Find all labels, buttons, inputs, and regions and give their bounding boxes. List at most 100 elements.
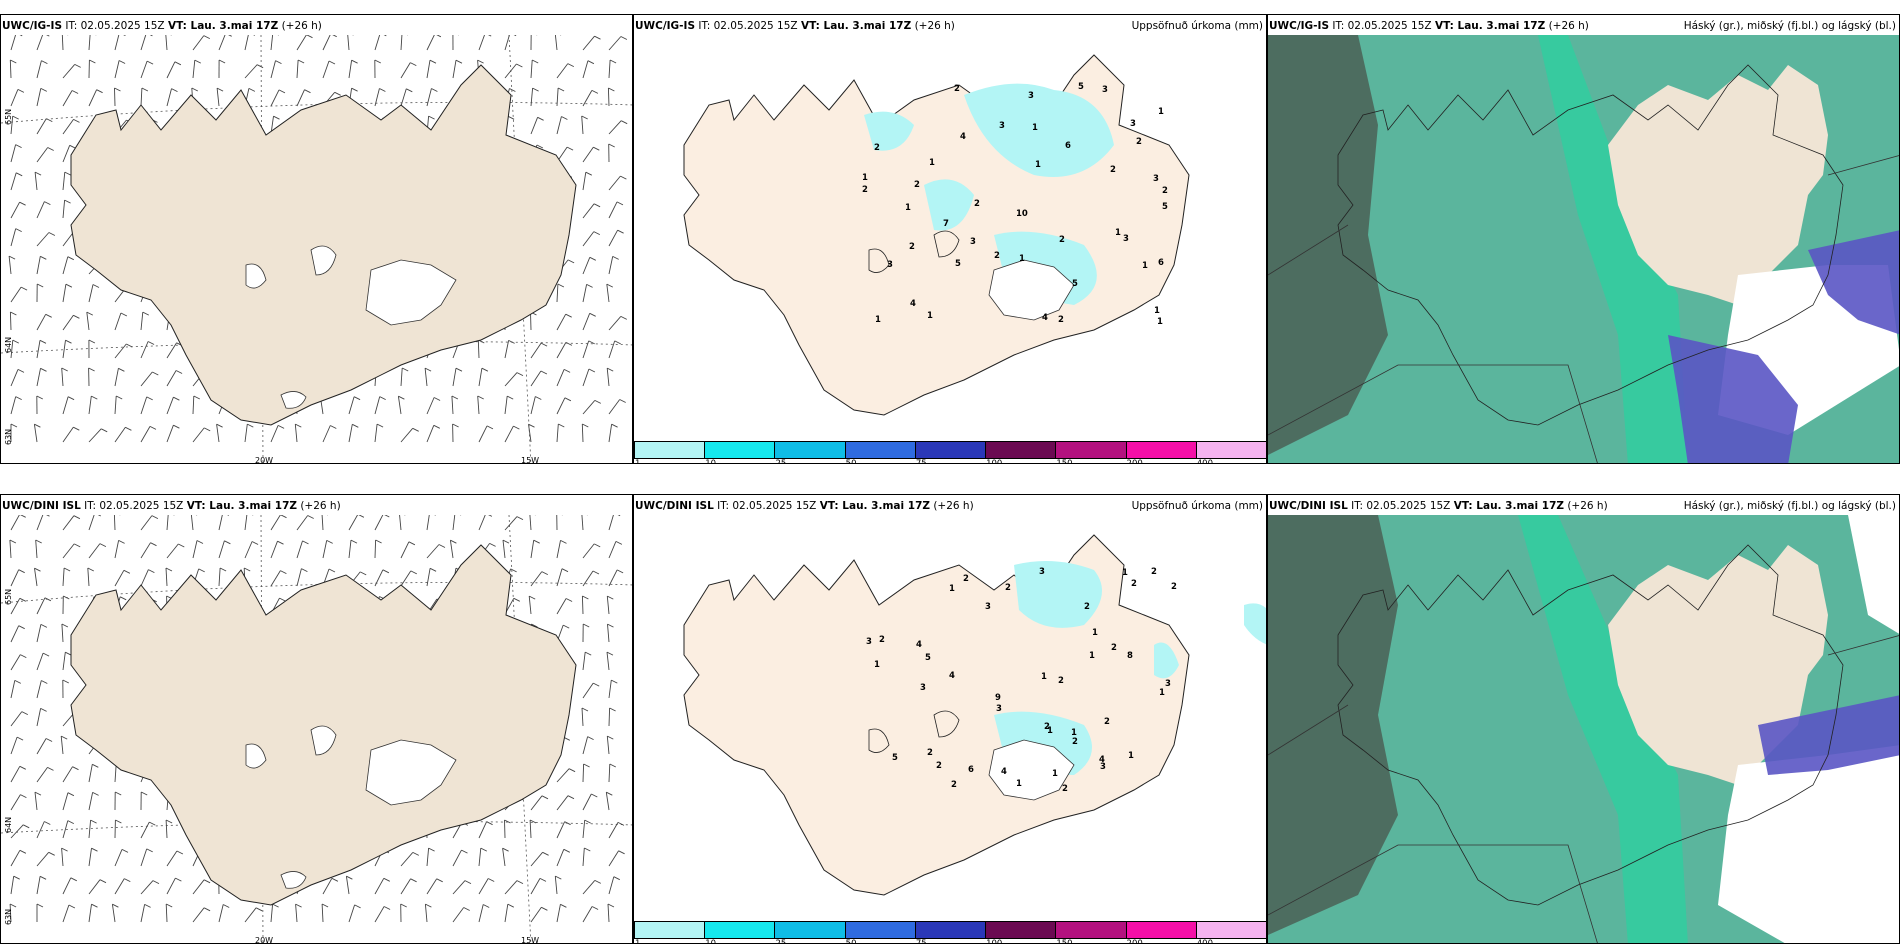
wind-barb — [478, 515, 486, 531]
wind-barb — [62, 256, 69, 275]
wind-barb-flag — [507, 115, 515, 120]
wind-barb — [608, 120, 622, 135]
wind-barb — [582, 763, 585, 783]
wind-barb-flag — [277, 540, 284, 545]
wind-barb — [88, 515, 95, 531]
wind-barb-flag — [40, 707, 47, 712]
wind-barb — [582, 284, 588, 303]
wind-barb — [35, 539, 38, 559]
wind-barb-flag — [489, 542, 496, 547]
wind-barb — [10, 736, 18, 755]
wind-panel-row2: UWC/DINI ISL IT: 02.05.2025 15Z VT: Lau.… — [0, 494, 633, 944]
colorbar-tick: 10 — [705, 459, 717, 464]
wind-barb — [88, 543, 101, 559]
wind-barb — [502, 540, 506, 559]
wind-barb — [114, 427, 126, 443]
wind-barb-flag — [123, 569, 131, 574]
wind-barb — [87, 567, 90, 587]
wind-barb-flag — [144, 903, 151, 908]
wind-barb-flag — [272, 903, 279, 908]
wind-barb-flag — [21, 711, 29, 716]
wind-barb — [140, 312, 144, 331]
wind-barb — [88, 764, 93, 783]
wind-barb-flag — [609, 59, 617, 64]
wind-barb — [114, 87, 116, 107]
wind-barb — [426, 60, 431, 79]
wind-barb-flag — [72, 766, 79, 771]
wind-barb — [62, 90, 73, 107]
wind-barb-flag — [203, 427, 211, 432]
wind-barb-flag — [617, 229, 624, 234]
wind-barb — [61, 623, 64, 643]
wind-barb — [504, 819, 506, 839]
wind-barb — [8, 256, 12, 275]
wind-barb-flag — [557, 283, 565, 288]
wind-barb — [192, 879, 205, 895]
wind-barb-flag — [39, 339, 47, 344]
wind-barb-flag — [591, 89, 599, 94]
wind-barb — [607, 903, 610, 923]
wind-barb — [10, 654, 21, 671]
wind-barb — [114, 540, 120, 559]
wind-barb — [218, 540, 225, 559]
wind-barb — [449, 540, 454, 559]
wind-barb — [33, 424, 38, 443]
wind-barb-flag — [615, 540, 623, 545]
wind-barb — [556, 87, 559, 107]
wind-barb — [140, 542, 151, 559]
precip-value: 1 — [1092, 628, 1098, 638]
wind-barb — [140, 35, 147, 51]
wind-barb-flag — [359, 571, 367, 576]
wind-barb — [374, 878, 385, 895]
precip-value: 1 — [1019, 254, 1025, 264]
wind-barb-flag — [149, 425, 157, 430]
wind-barb — [10, 144, 17, 163]
wind-barb — [166, 850, 178, 867]
wind-barb-flag — [581, 707, 589, 712]
wind-barb — [322, 35, 331, 51]
wind-barb — [114, 395, 117, 415]
wind-barb — [36, 652, 44, 671]
wind-barb-flag — [433, 424, 441, 429]
precip-value: 2 — [914, 180, 920, 190]
wind-barb — [424, 368, 428, 387]
wind-barb — [556, 795, 569, 811]
wind-barb — [140, 371, 153, 387]
lat-label: 65N — [4, 109, 13, 125]
wind-barb — [605, 792, 610, 811]
cloud-map — [1268, 35, 1899, 463]
iceland-outline — [1337, 64, 1844, 426]
precip-value: 2 — [951, 780, 957, 790]
wind-barb-flag — [351, 87, 358, 92]
wind-barb — [556, 397, 566, 415]
wind-barb-flag — [216, 423, 223, 428]
wind-barb — [582, 736, 589, 755]
wind-barb — [10, 89, 19, 107]
wind-barb — [608, 59, 611, 79]
precip-value: 6 — [1158, 258, 1164, 268]
wind-barb — [62, 567, 65, 587]
wind-barb-flag — [620, 120, 628, 125]
wind-barb — [62, 652, 66, 671]
wind-barb-flag — [88, 339, 96, 344]
wind-barb — [608, 229, 618, 247]
wind-barb-flag — [146, 60, 154, 65]
wind-barb-flag — [450, 539, 457, 544]
wind-barb — [113, 515, 116, 531]
wind-barb — [140, 904, 146, 923]
wind-barb-flag — [248, 87, 256, 92]
wind-barb-flag — [302, 540, 309, 545]
wind-barb — [10, 515, 20, 531]
wind-barb — [582, 570, 594, 587]
cloud-map — [1268, 515, 1899, 943]
wind-barb-flag — [507, 903, 515, 908]
wind-barb — [504, 340, 510, 359]
wind-barb — [62, 515, 75, 531]
wind-barb-flag — [567, 259, 575, 264]
lat-label: 64N — [4, 337, 13, 353]
wind-barb — [10, 569, 20, 587]
colorbar-swatch — [1195, 921, 1266, 939]
wind-barb-flag — [87, 567, 95, 572]
wind-barb-flag — [12, 115, 19, 120]
wind-barb-flag — [516, 63, 523, 68]
